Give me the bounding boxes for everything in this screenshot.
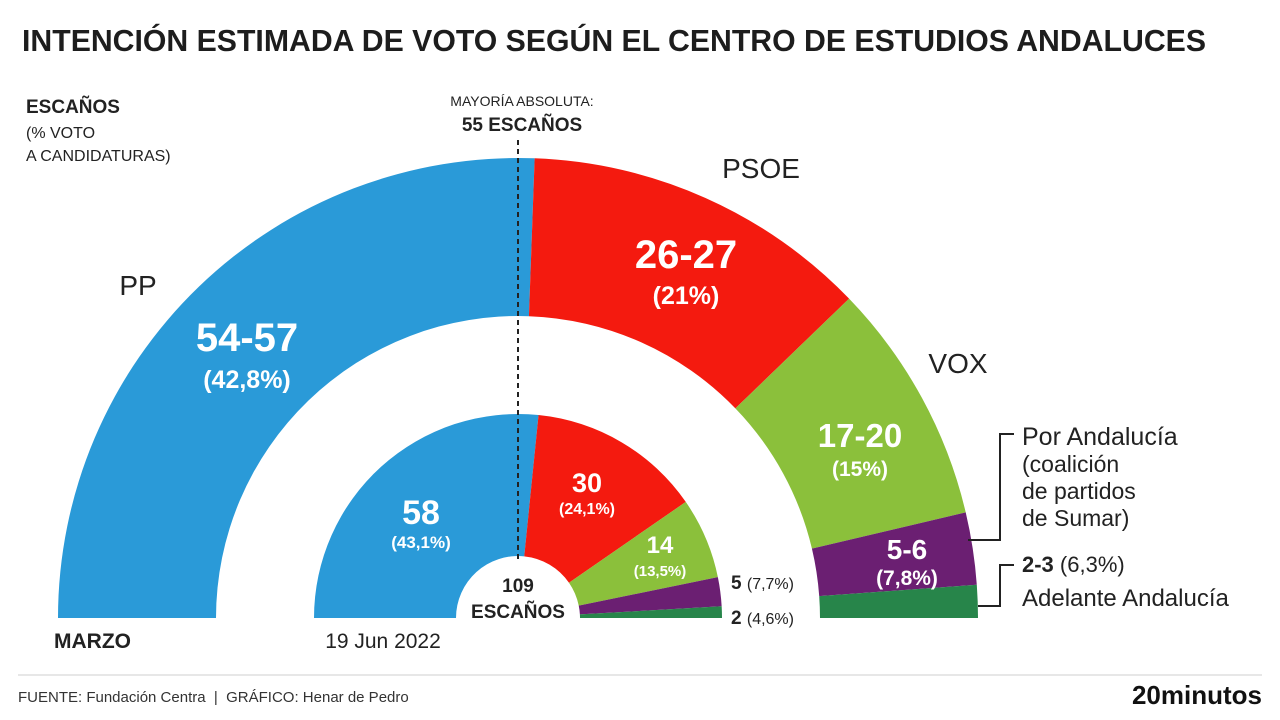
outer-segment-adelante-andalucia: [819, 584, 978, 618]
por-andalucia-note-2: de partidos: [1022, 478, 1136, 504]
outer-segment-psoe: [528, 158, 850, 409]
inner-vote-pp: (43,1%): [391, 533, 451, 552]
inner-segment-vox: [568, 501, 718, 606]
party-name-vox: VOX: [928, 348, 987, 379]
vote-por-andalucia: (7,8%): [876, 567, 938, 590]
callout-line-por-andalucia: [968, 433, 1014, 541]
inner-vote-vox: (13,5%): [634, 563, 687, 580]
inner-seats-pp: 58: [402, 494, 440, 532]
outer-ring-label: MARZO: [54, 630, 131, 653]
outer-segment-por-andalucia: [811, 512, 977, 597]
inner-seats-adelante: 2: [731, 608, 742, 629]
inner-seats-psoe: 30: [572, 468, 602, 498]
party-name-psoe: PSOE: [722, 153, 800, 184]
callout-line-adelante: [978, 564, 1014, 607]
majority-seats: 55 ESCAÑOS: [462, 114, 582, 136]
inner-vote-por-andalucia: (7,7%): [747, 576, 794, 593]
vote-adelante: (6,3%): [1060, 552, 1125, 577]
inner-label-por-andalucia: 5 (7,7%): [731, 573, 794, 594]
key-seats: ESCAÑOS: [26, 96, 120, 118]
inner-seats-por-andalucia: 5: [731, 573, 742, 594]
adelante-label: 2-3 (6,3%): [1022, 552, 1125, 577]
seats-adelante: 2-3: [1022, 552, 1054, 577]
majority-label: MAYORÍA ABSOLUTA:: [450, 93, 593, 109]
inner-segment-pp: [314, 414, 539, 618]
inner-segment-por-andalucia: [578, 577, 722, 615]
seats-pp: 54-57: [196, 316, 298, 360]
outer-ring: [58, 158, 978, 619]
party-name-adelante: Adelante Andalucía: [1022, 585, 1229, 612]
vote-vox: (15%): [832, 458, 888, 481]
center-seats-label: ESCAÑOS: [471, 601, 565, 623]
outer-segment-pp: [58, 158, 535, 619]
outer-segment-vox: [735, 298, 966, 549]
brand-logo: 20minutos: [1132, 680, 1262, 710]
inner-segment-psoe: [524, 415, 686, 583]
vote-psoe: (21%): [653, 282, 720, 310]
seats-vox: 17-20: [818, 417, 902, 454]
vote-pp: (42,8%): [203, 366, 291, 394]
center-seats-count: 109: [502, 576, 534, 597]
key-vote-line2: A CANDIDATURAS): [26, 148, 171, 165]
key-vote-line1: (% VOTO: [26, 125, 95, 142]
inner-ring: [314, 414, 722, 618]
source-credit: FUENTE: Fundación Centra | GRÁFICO: Hena…: [18, 689, 409, 706]
inner-ring-label: 19 Jun 2022: [325, 630, 441, 653]
party-name-por-andalucia: Por Andalucía: [1022, 423, 1178, 451]
seats-psoe: 26-27: [635, 233, 737, 277]
inner-vote-psoe: (24,1%): [559, 501, 615, 518]
inner-segment-adelante-andalucia: [579, 606, 722, 618]
inner-label-adelante: 2 (4,6%): [731, 608, 794, 629]
por-andalucia-note-3: de Sumar): [1022, 505, 1129, 531]
party-name-pp: PP: [119, 270, 156, 301]
inner-seats-vox: 14: [647, 532, 674, 559]
chart-title: INTENCIÓN ESTIMADA DE VOTO SEGÚN EL CENT…: [22, 22, 1206, 58]
seats-por-andalucia: 5-6: [887, 534, 927, 565]
por-andalucia-note-1: (coalición: [1022, 451, 1119, 477]
inner-vote-adelante: (4,6%): [747, 611, 794, 628]
